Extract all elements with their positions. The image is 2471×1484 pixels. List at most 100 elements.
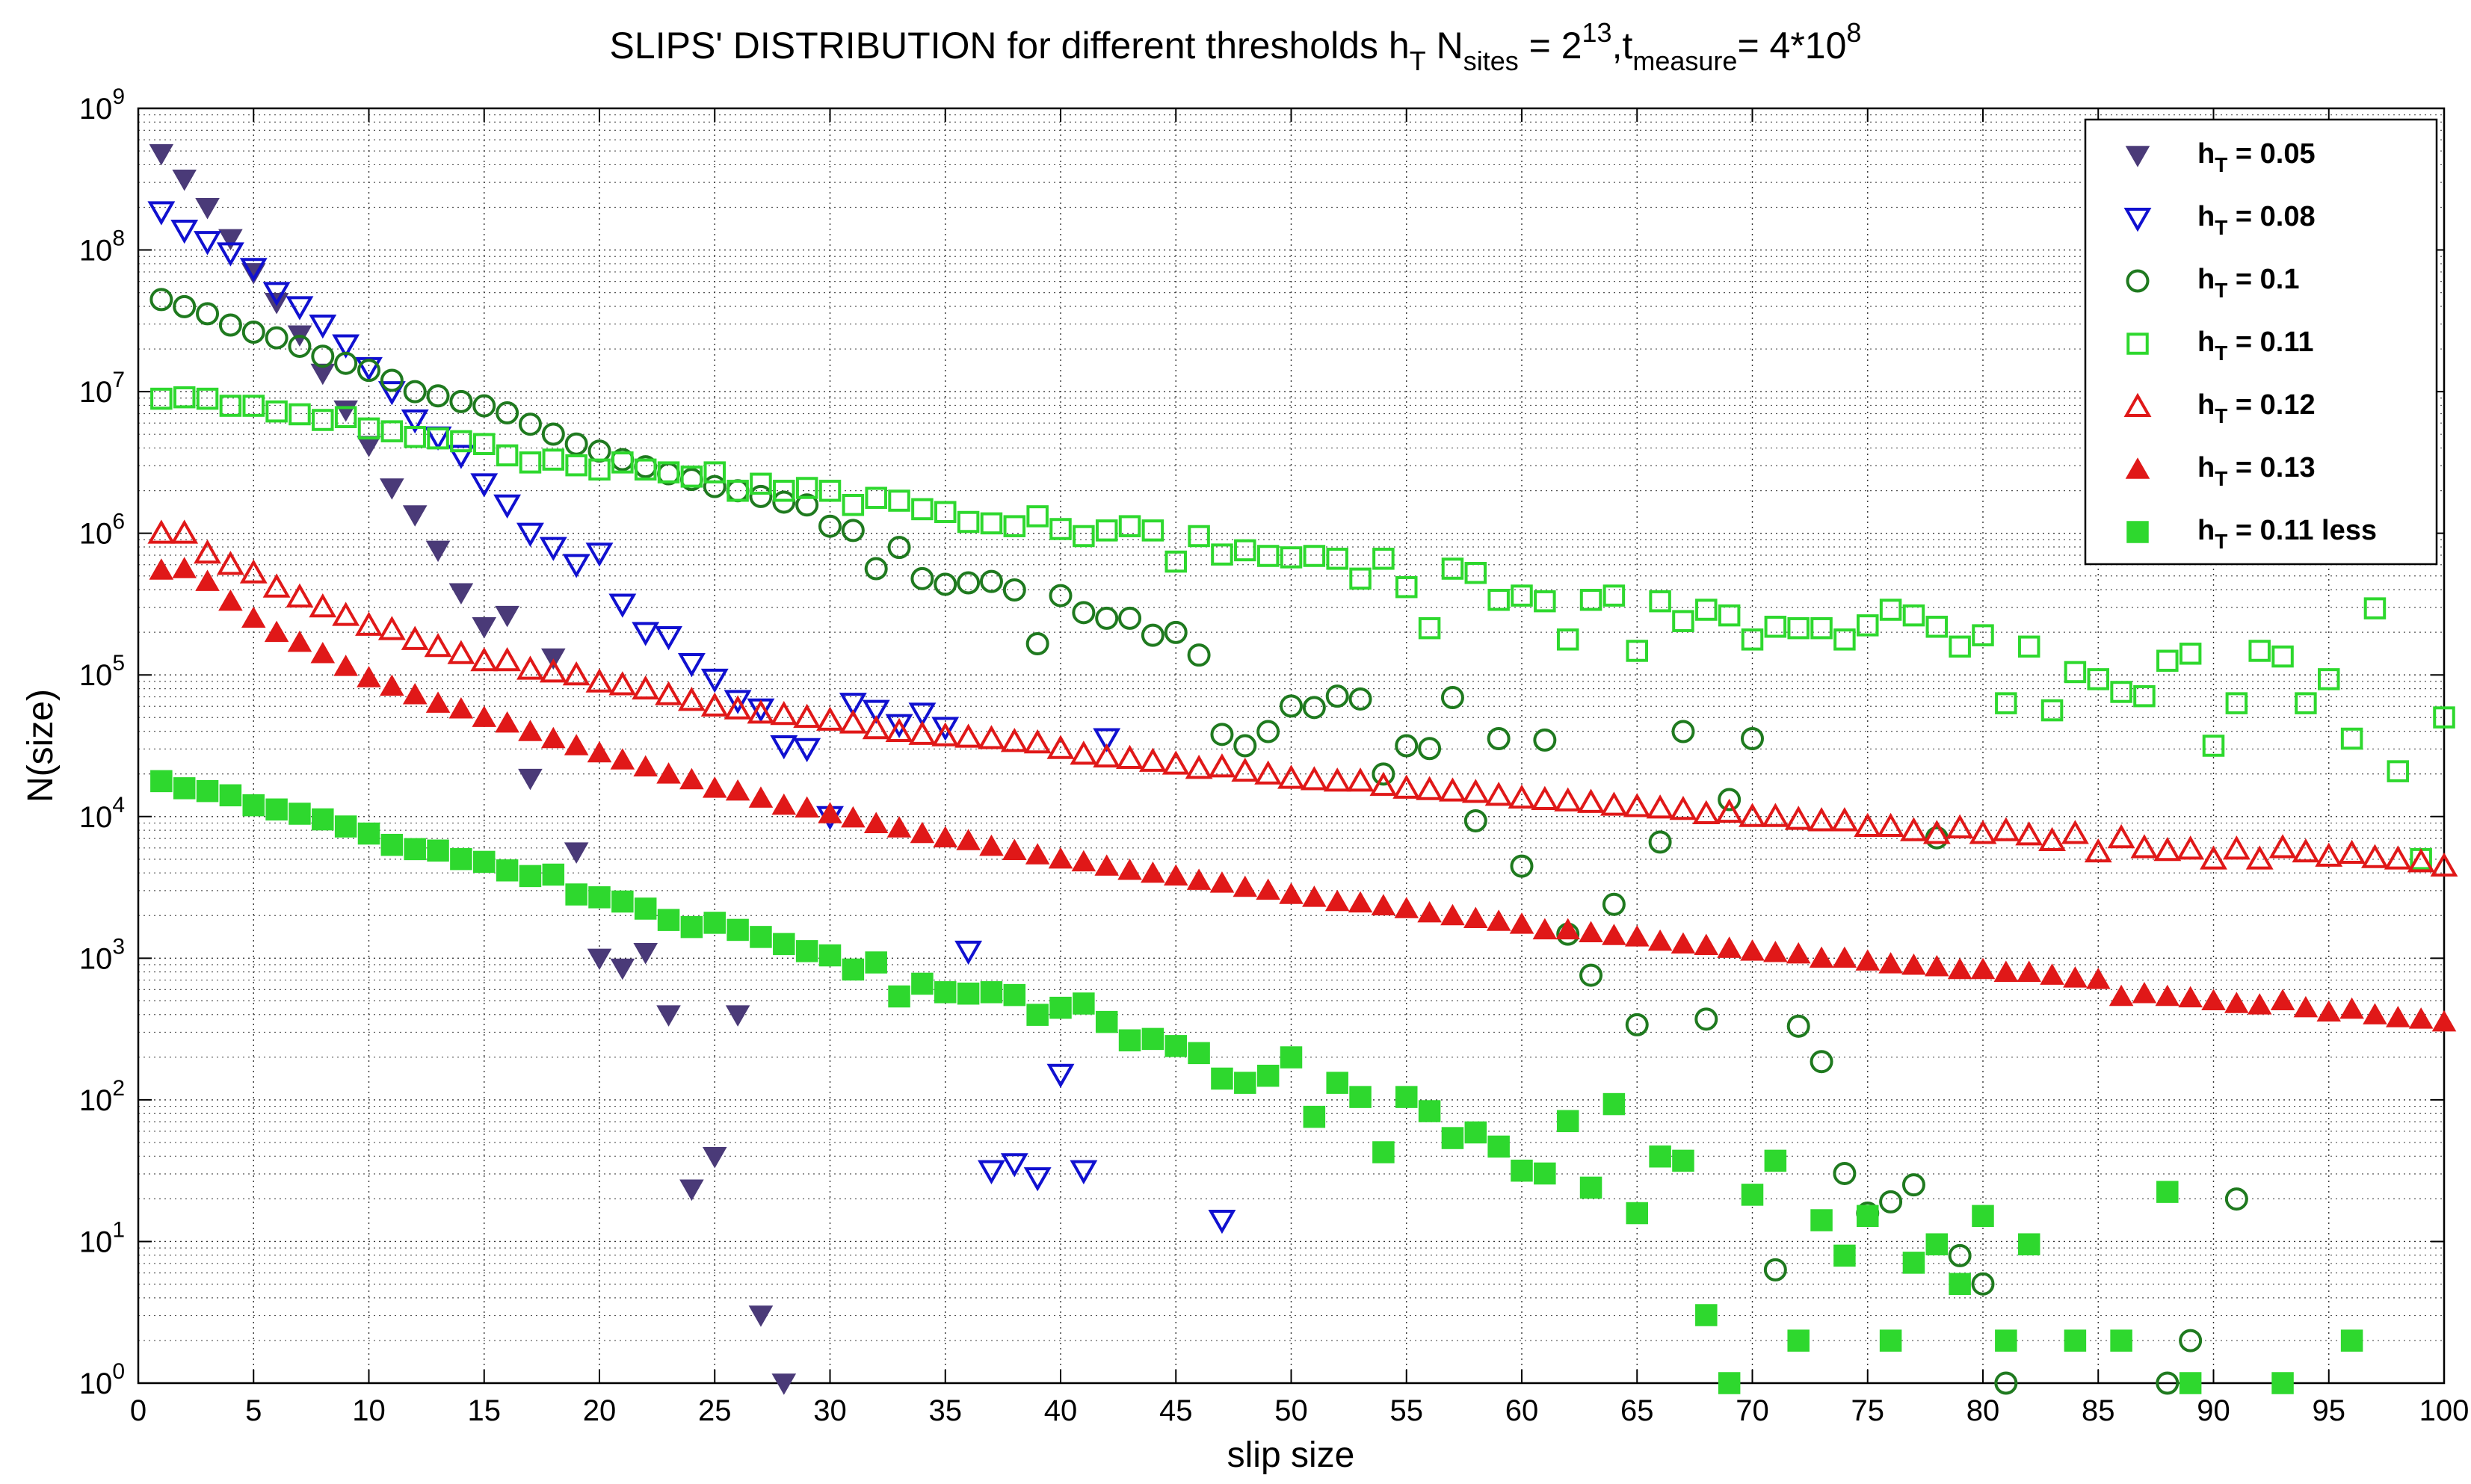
data-point [334,815,357,838]
data-point [1233,875,1258,897]
data-point [771,793,797,815]
x-tick-label: 80 [1966,1394,2000,1427]
data-point [1118,606,1142,630]
data-point [1995,692,2017,714]
data-point [1833,1161,1857,1185]
data-point [470,646,499,672]
legend-label: hT = 0.12 [2197,389,2316,427]
data-point [310,363,336,386]
data-point [773,480,795,502]
data-point [1164,620,1188,644]
data-point [1946,814,1974,838]
data-point [380,368,404,392]
data-point [771,1373,797,1395]
data-point [978,725,1005,749]
data-point [2271,645,2294,668]
data-point [355,611,383,636]
data-point [1461,779,1490,803]
data-point [1002,838,1027,861]
data-point [149,288,173,312]
x-tick-label: 35 [929,1394,963,1427]
data-point [2340,1329,2363,1352]
data-point [1786,942,1811,964]
legend-label: hT = 0.11 [2197,327,2314,365]
data-point [2130,834,2159,859]
data-point [1441,1127,1464,1149]
data-point [2202,735,2225,757]
data-point [149,143,174,166]
data-point [1508,784,1536,809]
data-point [1349,567,1372,590]
data-point [518,412,542,436]
data-point [1694,1007,1718,1031]
data-point [2225,692,2248,714]
data-point [219,395,242,417]
data-point [954,940,983,965]
data-point [1925,1233,1949,1255]
data-point [1602,584,1626,607]
data-point [1718,788,1742,811]
data-point [218,589,243,611]
data-point [1832,946,1857,968]
data-point [2085,968,2111,989]
data-point [1439,777,1466,802]
data-point [1003,515,1026,537]
data-point [380,833,404,856]
data-point [242,794,265,817]
data-point [565,454,587,477]
data-point [1718,604,1741,627]
data-point [1256,1064,1280,1087]
y-tick-label: 100 [79,1359,125,1400]
data-point [1233,734,1257,758]
data-point [562,554,590,578]
data-point [357,666,381,687]
data-point [1626,1202,1648,1225]
data-point [196,779,219,803]
data-point [1049,584,1073,607]
data-point [1141,1027,1164,1051]
data-point [1810,616,1833,640]
data-point [2271,1372,2294,1394]
data-point [472,705,497,727]
data-point [910,821,935,844]
data-point [1510,854,1534,878]
data-point [539,658,567,683]
legend-label: hT = 0.13 [2197,452,2316,490]
data-point [1602,1092,1626,1116]
data-point [795,796,819,818]
data-point [1531,785,1559,811]
data-point [404,838,426,861]
y-tick-label: 106 [79,510,125,551]
data-point [2087,668,2109,690]
data-point [841,519,865,542]
data-point [518,768,543,791]
data-point [700,668,729,693]
data-point [931,722,960,746]
data-point [795,477,818,499]
x-tick-label: 65 [1620,1394,1654,1427]
data-point [1741,628,1764,651]
data-point [1416,776,1444,800]
data-point [818,514,842,538]
data-point [1970,957,1996,980]
data-point [1972,624,1994,646]
data-point [608,593,637,618]
data-point [1326,548,1348,570]
data-point [288,334,312,358]
data-point [564,842,589,864]
y-tick-label: 105 [79,651,125,692]
data-point [2430,852,2458,877]
data-point [170,220,199,244]
data-point [239,559,268,584]
legend-marker [2123,392,2152,417]
series-3 [150,386,2455,871]
data-point [403,380,427,404]
data-point [357,359,380,383]
data-point [2038,826,2066,852]
data-point [1555,918,1580,940]
data-point [450,430,472,453]
data-point [2224,992,2249,1013]
data-point [1185,755,1213,779]
data-point [2156,1181,2179,1203]
